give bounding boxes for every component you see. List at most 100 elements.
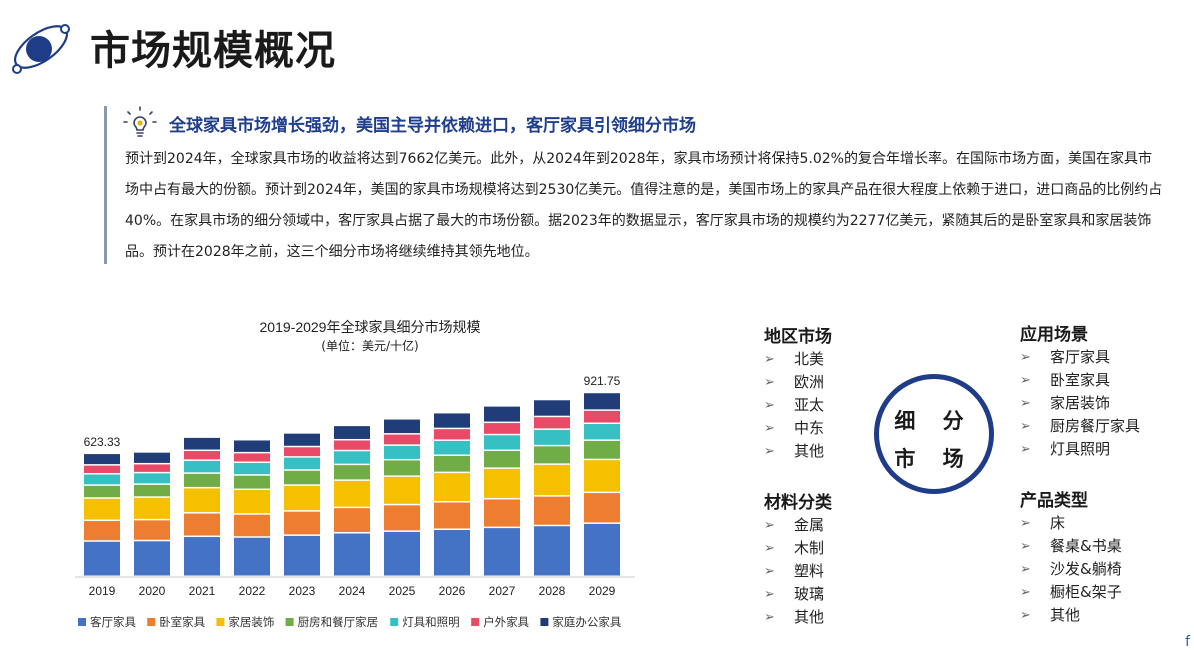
x-tick-label: 2022 <box>239 584 266 598</box>
list-item: ➢ 其他 <box>764 440 824 463</box>
page-title: 市场规模概况 <box>90 28 336 74</box>
segment-group-title: 材料分类 <box>764 493 832 513</box>
list-item: ➢ 中东 <box>764 417 824 440</box>
bar-segment-2025-5 <box>384 434 420 445</box>
list-item: ➢ 塑料 <box>764 560 824 583</box>
bar-segment-2023-0 <box>284 535 320 576</box>
list-item-label: 亚太 <box>794 396 825 414</box>
bar-segment-2027-2 <box>484 468 520 498</box>
list-item-label: 卧室家具 <box>1050 371 1111 389</box>
arrow-bullet-icon: ➢ <box>764 587 775 602</box>
bar-segment-2027-4 <box>484 435 520 450</box>
arrow-bullet-icon: ➢ <box>764 444 775 459</box>
x-tick-label: 2026 <box>439 584 466 598</box>
arrow-bullet-icon: ➢ <box>1020 419 1031 434</box>
x-tick-label: 2025 <box>389 584 416 598</box>
corner-mark: f <box>1185 634 1190 650</box>
list-item: ➢ 其他 <box>1020 604 1122 627</box>
list-item-label: 橱柜&架子 <box>1050 583 1122 601</box>
segment-group-list: ➢ 金属 ➢ 木制 ➢ 塑料 ➢ 玻璃 ➢ 其他 <box>764 514 824 629</box>
segment-group-title: 产品类型 <box>1020 491 1088 511</box>
list-item: ➢ 金属 <box>764 514 824 537</box>
bar-segment-2022-4 <box>234 463 270 475</box>
chart-svg: 2019-2029年全球家具细分市场规模 (单位：美元/十亿) 2019 2020… <box>75 319 635 629</box>
bar-segment-2028-5 <box>534 417 570 429</box>
bar-segment-2020-4 <box>134 473 170 484</box>
arrow-bullet-icon: ➢ <box>764 352 775 367</box>
legend-label: 户外家具 <box>483 615 529 629</box>
list-item: ➢ 玻璃 <box>764 583 824 606</box>
bar-segment-2020-0 <box>134 541 170 576</box>
bar-segment-2023-6 <box>284 433 320 446</box>
list-item-label: 灯具照明 <box>1050 440 1111 458</box>
list-item: ➢ 卧室家具 <box>1020 369 1140 392</box>
bar-segment-2019-3 <box>84 485 120 498</box>
bar-segment-2026-6 <box>434 413 470 428</box>
data-label-total: 623.33 <box>84 435 121 449</box>
list-item-label: 塑料 <box>794 562 825 580</box>
arrow-bullet-icon: ➢ <box>764 421 775 436</box>
segments-panel: 地区市场 ➢ 北美 ➢ 欧洲 ➢ 亚太 ➢ 中东 ➢ 其他 应用场景 ➢ 客厅家具 ➢ 卧室家具 ➢ 家居装饰 ➢ 厨… <box>750 318 1190 638</box>
center-text-line2: 市 场 <box>894 447 974 471</box>
bar-segment-2022-3 <box>234 475 270 489</box>
x-tick-label: 2023 <box>289 584 316 598</box>
list-item: ➢ 欧洲 <box>764 371 824 394</box>
bar-segment-2024-5 <box>334 440 370 450</box>
list-item-label: 金属 <box>794 516 825 534</box>
x-tick-label: 2024 <box>339 584 366 598</box>
bar-segment-2024-3 <box>334 465 370 480</box>
bar-segment-2019-5 <box>84 465 120 474</box>
bar-segment-2021-3 <box>184 473 220 487</box>
list-item-label: 床 <box>1050 514 1066 532</box>
list-item-label: 沙发&躺椅 <box>1050 560 1122 578</box>
segment-group-title: 地区市场 <box>764 327 832 347</box>
bar-segment-2026-0 <box>434 530 470 576</box>
bar-segment-2020-6 <box>134 452 170 463</box>
x-tick-label: 2028 <box>539 584 566 598</box>
bar-segment-2026-4 <box>434 440 470 455</box>
bar-segment-2020-2 <box>134 497 170 519</box>
list-item: ➢ 北美 <box>764 348 824 371</box>
arrow-bullet-icon: ➢ <box>1020 562 1031 577</box>
bar-segment-2021-2 <box>184 488 220 513</box>
arrow-bullet-icon: ➢ <box>764 375 775 390</box>
list-item-label: 玻璃 <box>794 585 825 603</box>
bar-segment-2022-2 <box>234 490 270 514</box>
list-item: ➢ 厨房餐厅家具 <box>1020 415 1140 438</box>
bar-segment-2023-5 <box>284 447 320 457</box>
legend-swatch <box>78 618 86 626</box>
list-item-label: 家居装饰 <box>1050 394 1111 412</box>
legend-label: 家庭办公家具 <box>552 615 621 629</box>
bar-segment-2028-0 <box>534 526 570 576</box>
x-tick-label: 2029 <box>589 584 616 598</box>
arrow-bullet-icon: ➢ <box>764 398 775 413</box>
segment-group-title: 应用场景 <box>1020 325 1088 345</box>
legend-swatch <box>471 618 480 626</box>
bar-segment-2021-0 <box>184 537 220 576</box>
bar-segment-2021-1 <box>184 513 220 536</box>
legend-swatch <box>540 618 549 626</box>
arrow-bullet-icon: ➢ <box>1020 585 1031 600</box>
segment-center-circle: 细 分 市 场 <box>874 374 994 494</box>
bar-segment-2027-0 <box>484 528 520 576</box>
bar-segment-2029-5 <box>584 410 620 423</box>
list-item: ➢ 客厅家具 <box>1020 346 1140 369</box>
bar-segment-2025-6 <box>384 419 420 434</box>
legend-label: 卧室家具 <box>159 615 205 629</box>
arrow-bullet-icon: ➢ <box>764 541 775 556</box>
bar-segment-2023-2 <box>284 485 320 511</box>
lightbulb-icon <box>123 106 157 140</box>
legend-label: 家居装饰 <box>228 615 274 629</box>
arrow-bullet-icon: ➢ <box>1020 373 1031 388</box>
bar-segment-2026-1 <box>434 502 470 529</box>
x-tick-label: 2020 <box>139 584 166 598</box>
list-item-label: 厨房餐厅家具 <box>1050 417 1141 435</box>
chart-subtitle: (单位：美元/十亿) <box>321 338 418 353</box>
bar-segment-2024-4 <box>334 451 370 464</box>
bar-segment-2022-6 <box>234 440 270 452</box>
x-tick-label: 2027 <box>489 584 516 598</box>
bar-segment-2028-3 <box>534 446 570 464</box>
legend-label: 厨房和餐厅家居 <box>298 615 379 629</box>
arrow-bullet-icon: ➢ <box>1020 608 1031 623</box>
bar-segment-2027-5 <box>484 423 520 434</box>
